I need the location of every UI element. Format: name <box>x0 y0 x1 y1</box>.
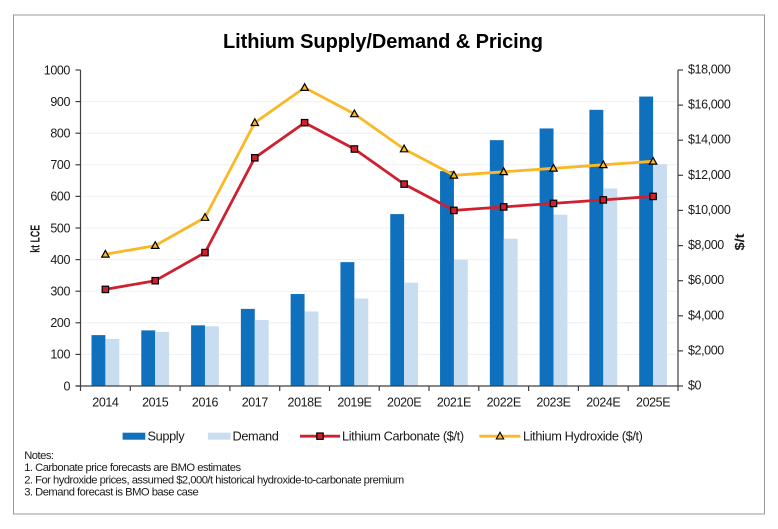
svg-text:$6,000: $6,000 <box>688 273 724 287</box>
svg-text:$18,000: $18,000 <box>688 63 731 77</box>
svg-text:$0: $0 <box>688 379 702 393</box>
svg-text:$8,000: $8,000 <box>688 238 724 252</box>
svg-text:$10,000: $10,000 <box>688 203 731 217</box>
svg-text:2018E: 2018E <box>288 396 322 410</box>
svg-text:2016: 2016 <box>192 396 219 410</box>
svg-text:Demand: Demand <box>233 429 279 444</box>
svg-text:2022E: 2022E <box>487 396 521 410</box>
svg-text:Notes:: Notes: <box>24 450 54 462</box>
svg-text:2025E: 2025E <box>636 396 670 410</box>
svg-text:300: 300 <box>50 285 70 299</box>
svg-text:2017: 2017 <box>242 396 269 410</box>
svg-text:$16,000: $16,000 <box>688 98 731 112</box>
svg-text:1. Carbonate price forecasts a: 1. Carbonate price forecasts are BMO est… <box>24 462 241 474</box>
svg-text:200: 200 <box>50 316 70 330</box>
svg-text:2020E: 2020E <box>387 396 421 410</box>
svg-text:600: 600 <box>50 190 70 204</box>
svg-text:2019E: 2019E <box>337 396 371 410</box>
svg-text:100: 100 <box>50 348 70 362</box>
svg-text:kt LCE: kt LCE <box>28 225 42 253</box>
svg-text:Lithium Hydroxide ($/t): Lithium Hydroxide ($/t) <box>523 429 643 444</box>
svg-text:$14,000: $14,000 <box>688 133 731 147</box>
svg-text:0: 0 <box>63 379 70 393</box>
svg-text:Lithium Carbonate ($/t): Lithium Carbonate ($/t) <box>342 429 464 444</box>
svg-text:$4,000: $4,000 <box>688 308 724 322</box>
svg-text:2. For hydroxide prices, assum: 2. For hydroxide prices, assumed $2,000/… <box>24 474 404 486</box>
svg-text:2023E: 2023E <box>536 396 570 410</box>
svg-text:$12,000: $12,000 <box>688 168 731 182</box>
svg-text:1000: 1000 <box>44 63 71 77</box>
svg-text:900: 900 <box>50 95 70 109</box>
svg-text:800: 800 <box>50 127 70 141</box>
svg-text:Supply: Supply <box>148 429 186 444</box>
svg-text:700: 700 <box>50 158 70 172</box>
svg-text:3. Demand forecast is BMO base: 3. Demand forecast is BMO base case <box>24 486 198 498</box>
svg-text:2021E: 2021E <box>437 396 471 410</box>
svg-text:2024E: 2024E <box>586 396 620 410</box>
svg-text:$/t: $/t <box>733 233 747 251</box>
svg-text:Lithium Supply/Demand & Pricin: Lithium Supply/Demand & Pricing <box>223 31 543 53</box>
svg-text:400: 400 <box>50 253 70 267</box>
svg-text:500: 500 <box>50 221 70 235</box>
svg-text:2015: 2015 <box>142 396 169 410</box>
svg-text:$2,000: $2,000 <box>688 343 724 357</box>
svg-text:2014: 2014 <box>92 396 119 410</box>
